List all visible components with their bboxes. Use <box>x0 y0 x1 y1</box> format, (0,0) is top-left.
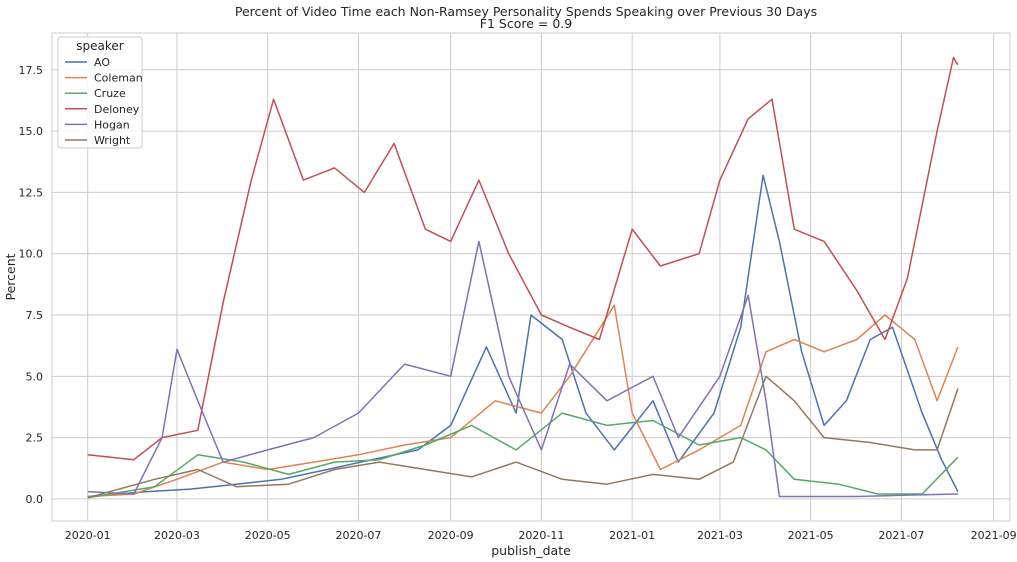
series-line-deloney <box>87 56 959 461</box>
series-lines <box>87 56 959 499</box>
series-line-coleman <box>87 304 959 498</box>
y-tick-label: 2.5 <box>26 432 44 445</box>
chart-title: Percent of Video Time each Non-Ramsey Pe… <box>235 4 817 19</box>
legend-title: speaker <box>76 39 124 53</box>
chart-subtitle: F1 Score = 0.9 <box>480 16 572 31</box>
x-tick-label: 2020-09 <box>428 529 474 542</box>
x-tick-label: 2021-01 <box>609 529 655 542</box>
plot-area <box>52 33 1010 521</box>
legend-label-hogan: Hogan <box>94 118 130 131</box>
legend-items: AO Coleman Cruze Deloney Hogan Wright <box>65 56 143 147</box>
y-axis-label: Percent <box>3 253 18 300</box>
x-tick-label: 2020-05 <box>245 529 291 542</box>
x-tick-label: 2020-01 <box>65 529 111 542</box>
series-line-cruze <box>87 412 959 499</box>
x-tick-label: 2021-07 <box>878 529 924 542</box>
y-tick-label: 10.0 <box>19 248 44 261</box>
x-tick-label: 2020-11 <box>518 529 564 542</box>
x-axis-label: publish_date <box>491 543 571 558</box>
x-tick-label: 2020-07 <box>335 529 381 542</box>
x-tick-label: 2021-09 <box>971 529 1017 542</box>
tick-labels: 2020-01 2020-03 2020-05 2020-07 2020-09 2020-… <box>19 64 1017 542</box>
legend-box <box>57 36 143 149</box>
y-tick-label: 17.5 <box>19 64 44 77</box>
series-line-ao <box>87 174 959 498</box>
plot-frame <box>51 32 1011 522</box>
legend-label-coleman: Coleman <box>94 72 143 85</box>
x-tick-label: 2020-03 <box>154 529 200 542</box>
y-tick-label: 7.5 <box>26 309 44 322</box>
y-tick-label: 0.0 <box>26 493 44 506</box>
x-tick-label: 2021-05 <box>788 529 834 542</box>
legend-label-wright: Wright <box>94 134 131 147</box>
legend-label-cruze: Cruze <box>94 87 126 100</box>
series-line-hogan <box>87 240 958 498</box>
legend-label-ao: AO <box>94 56 110 69</box>
series-line-wright <box>87 375 959 499</box>
y-tick-label: 5.0 <box>26 370 44 383</box>
y-tick-label: 15.0 <box>19 125 44 138</box>
legend: speaker AO Coleman Cruze Deloney Hogan Wright <box>57 36 143 149</box>
legend-label-deloney: Deloney <box>94 103 140 116</box>
y-tick-label: 12.5 <box>19 186 44 199</box>
x-tick-label: 2021-03 <box>697 529 743 542</box>
